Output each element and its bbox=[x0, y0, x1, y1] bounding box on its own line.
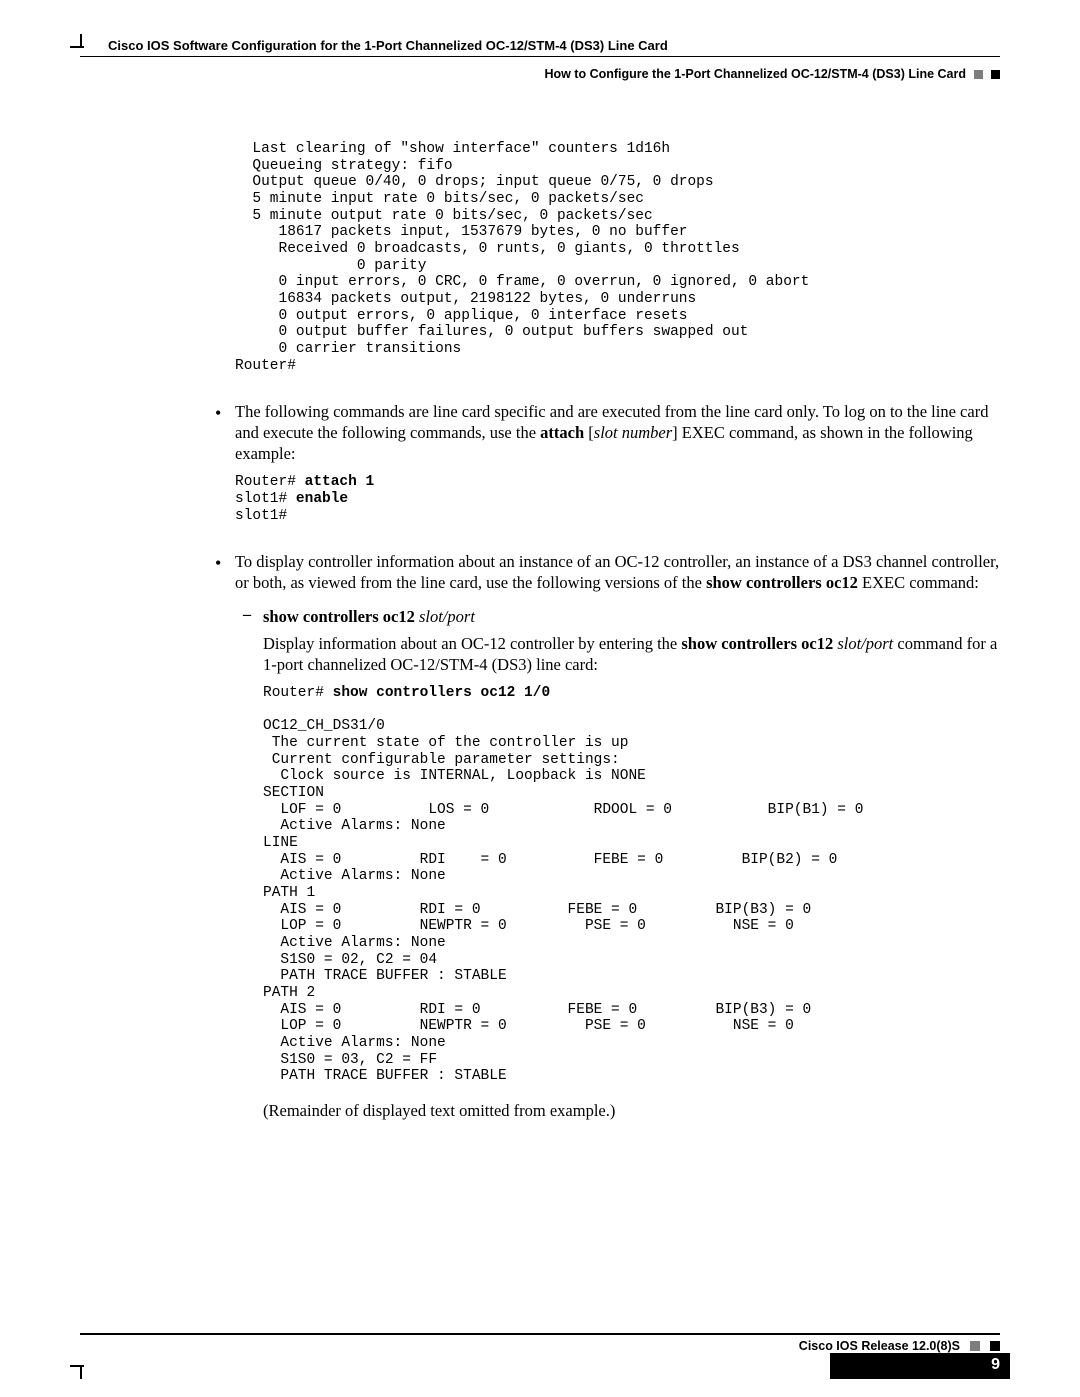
code-block: Router# show controllers oc12 1/0 OC12_C… bbox=[263, 685, 1000, 1085]
code-block: Router# attach 1 slot1# enable slot1# bbox=[235, 474, 1000, 524]
sub-heading: show controllers oc12 slot/port bbox=[263, 606, 1000, 627]
paragraph: To display controller information about … bbox=[235, 552, 1000, 593]
bullet-icon: • bbox=[215, 402, 235, 464]
section-title: How to Configure the 1-Port Channelized … bbox=[544, 67, 966, 81]
note-text: (Remainder of displayed text omitted fro… bbox=[263, 1101, 1000, 1121]
footer-release: Cisco IOS Release 12.0(8)S bbox=[799, 1339, 960, 1353]
bullet-icon: • bbox=[215, 552, 235, 593]
dash-icon: – bbox=[243, 606, 263, 627]
decor-square bbox=[991, 70, 1000, 79]
paragraph: Display information about an OC-12 contr… bbox=[263, 633, 1000, 675]
decor-square bbox=[974, 70, 983, 79]
doc-title: Cisco IOS Software Configuration for the… bbox=[80, 38, 1000, 56]
decor-square bbox=[990, 1341, 1000, 1351]
code-block: Last clearing of "show interface" counte… bbox=[235, 141, 1000, 374]
paragraph: The following commands are line card spe… bbox=[235, 402, 1000, 464]
decor-square bbox=[970, 1341, 980, 1351]
page-number: 9 bbox=[830, 1353, 1010, 1379]
